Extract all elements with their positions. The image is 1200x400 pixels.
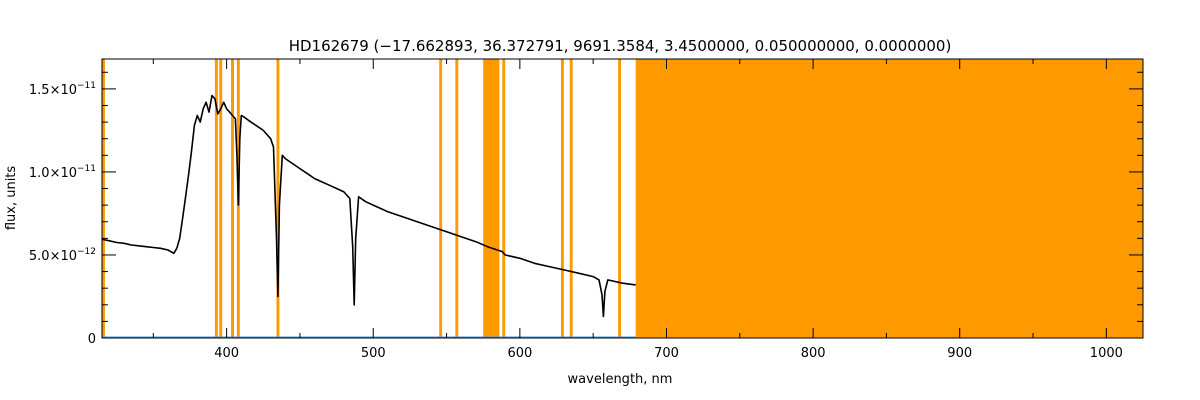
y-tick-exponent: −11: [77, 81, 96, 91]
masked-region-5: [276, 59, 280, 338]
x-axis-title: wavelength, nm: [568, 372, 673, 387]
x-tick-label: 1000: [1090, 346, 1123, 361]
masked-region-10: [560, 59, 564, 338]
masked-regions: [102, 59, 1143, 338]
x-tick-label: 600: [507, 346, 532, 361]
y-tick-label: 1.0×10−11: [29, 164, 96, 181]
axis-ticks: [102, 59, 1143, 339]
masked-region-9: [502, 59, 506, 338]
masked-region-11: [569, 59, 573, 338]
series-layer: [101, 94, 636, 339]
masked-region-13: [635, 59, 1143, 338]
masked-region-8: [483, 59, 500, 338]
y-tick-label: 0: [88, 332, 96, 347]
y-tick-labels: 05.0×10−121.0×10−111.5×10−11: [29, 81, 96, 347]
x-tick-label: 700: [654, 346, 679, 361]
y-tick-exponent: −12: [77, 247, 96, 257]
y-tick-mantissa: 5.0×10: [29, 249, 77, 264]
plot-frame: [101, 58, 1144, 339]
y-tick-exponent: −11: [77, 164, 96, 174]
x-tick-label: 800: [801, 346, 826, 361]
y-tick-mantissa: 1.0×10: [29, 166, 77, 181]
x-tick-label: 400: [214, 346, 239, 361]
x-tick-label: 900: [947, 346, 972, 361]
masked-region-2: [219, 59, 223, 338]
masked-region-12: [618, 59, 622, 338]
y-tick-label: 1.5×10−11: [29, 81, 96, 98]
y-axis-title: flux, units: [4, 166, 19, 231]
masked-region-7: [455, 59, 459, 338]
y-tick-mantissa: 0: [88, 332, 96, 347]
masked-region-0: [102, 59, 105, 338]
x-tick-labels: 400 500 600 700 800 900 1000: [214, 346, 1123, 361]
x-tick-label: 500: [361, 346, 386, 361]
y-tick-label: 5.0×10−12: [29, 247, 96, 264]
masked-region-6: [439, 59, 443, 338]
flux-series-line: [101, 94, 636, 318]
y-tick-mantissa: 1.5×10: [29, 83, 77, 98]
masked-region-3: [231, 59, 234, 338]
masked-region-1: [214, 59, 218, 338]
chart-title: HD162679 (−17.662893, 36.372791, 9691.35…: [289, 37, 952, 55]
